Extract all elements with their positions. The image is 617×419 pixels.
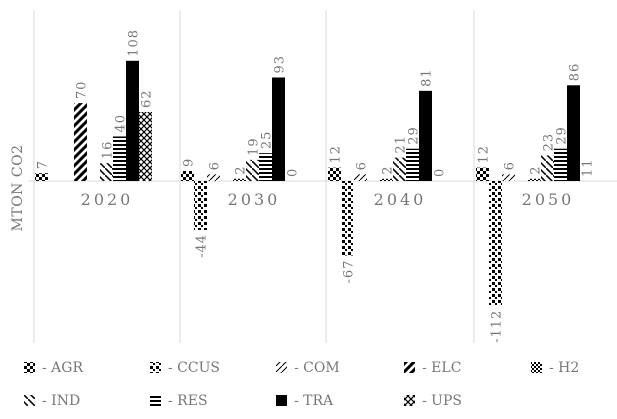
bar-agr-2040	[328, 167, 341, 181]
value-label-com-2040: 6	[355, 161, 370, 170]
legend-label-res: - RES	[168, 393, 208, 409]
value-label-ccus-2030: -44	[195, 234, 210, 258]
bar-ccus-2040	[341, 181, 354, 256]
value-label-ind-2050: 23	[542, 133, 557, 152]
value-label-ups-2020: 62	[140, 89, 155, 108]
bar-h2-2050	[528, 178, 541, 181]
bar-ind-2040	[393, 157, 406, 181]
value-label-tra-2020: 108	[127, 29, 142, 57]
value-label-tra-2040: 81	[420, 68, 435, 87]
bar-ind-2030	[246, 159, 259, 181]
bar-ccus-2030	[194, 181, 207, 230]
legend-label-tra: - TRA	[294, 393, 334, 409]
bar-agr-2050	[476, 167, 489, 181]
bar-res-2050	[554, 148, 567, 181]
bar-com-2030	[207, 174, 220, 181]
legend-label-ups: - UPS	[422, 393, 462, 409]
bar-ind-2050	[541, 155, 554, 181]
legend-label-ccus: - CCUS	[168, 360, 220, 376]
bar-tra-2050	[567, 85, 580, 181]
bar-agr-2020	[35, 173, 48, 181]
value-label-res-2030: 25	[260, 131, 275, 150]
bar-ind-2020	[100, 163, 113, 181]
legend-swatch-tra	[276, 395, 287, 406]
bar-elc-2020	[74, 103, 87, 181]
bar-res-2040	[406, 148, 419, 181]
value-label-res-2050: 29	[555, 126, 570, 145]
value-label-ccus-2050: -112	[490, 310, 505, 343]
bar-h2-2030	[233, 178, 246, 181]
bar-tra-2030	[272, 77, 285, 181]
bar-h2-2040	[380, 178, 393, 181]
value-label-agr-2050: 12	[477, 145, 492, 164]
legend-swatch-agr	[24, 362, 35, 373]
legend-swatch-h2	[531, 362, 542, 373]
legend-swatch-ups	[404, 395, 415, 406]
value-label-ind-2030: 19	[247, 137, 262, 156]
legend-label-h2: - H2	[549, 360, 579, 376]
bar-tra-2040	[419, 90, 432, 181]
legend-label-elc: - ELC	[422, 360, 461, 376]
value-label-res-2040: 29	[407, 126, 422, 145]
legend: - AGR - CCUS - COM - ELC - H2 - IND - RES - TRA…	[24, 360, 579, 409]
value-label-elc-2020: 70	[75, 81, 90, 100]
bar-agr-2030	[181, 170, 194, 181]
bar-ccus-2050	[489, 181, 502, 306]
legend-swatch-res	[150, 395, 161, 406]
value-label-ups-2050: 11	[581, 158, 596, 177]
bar-res-2030	[259, 153, 272, 181]
category-label-2050: 2050	[522, 190, 575, 209]
bar-com-2040	[354, 174, 367, 181]
value-label-ind-2040: 21	[394, 135, 409, 154]
value-label-agr-2030: 9	[182, 158, 197, 167]
legend-swatch-ind	[24, 395, 35, 406]
value-label-tra-2030: 93	[273, 55, 288, 74]
value-label-com-2050: 6	[503, 161, 518, 170]
value-label-ind-2020: 16	[101, 141, 116, 160]
legend-swatch-ccus	[150, 362, 161, 373]
value-label-agr-2040: 12	[329, 145, 344, 164]
bar-tra-2020	[126, 60, 139, 181]
value-label-ccus-2040: -67	[342, 260, 357, 284]
bar-com-2050	[502, 174, 515, 181]
bar-ups-2020	[139, 111, 152, 181]
bar-res-2020	[113, 136, 126, 181]
value-label-h2-2050: 2	[529, 165, 544, 174]
category-label-2020: 2020	[81, 190, 134, 209]
value-label-h2-2030: 2	[234, 165, 249, 174]
value-label-h2-2040: 2	[381, 165, 396, 174]
y-axis-label: MTON CO2	[10, 145, 26, 232]
legend-swatch-com	[276, 362, 287, 373]
category-label-2040: 2040	[374, 190, 427, 209]
value-label-ups-2030: 0	[286, 168, 301, 177]
legend-label-ind: - IND	[42, 393, 80, 409]
value-label-com-2030: 6	[208, 161, 223, 170]
legend-label-agr: - AGR	[42, 360, 83, 376]
value-label-ups-2040: 0	[433, 168, 448, 177]
legend-label-com: - COM	[294, 360, 340, 376]
legend-swatch-elc	[404, 362, 415, 373]
value-label-agr-2020: 7	[36, 160, 51, 169]
category-label-2030: 2030	[228, 190, 281, 209]
value-label-res-2020: 40	[114, 114, 129, 133]
value-label-tra-2050: 86	[568, 63, 583, 82]
